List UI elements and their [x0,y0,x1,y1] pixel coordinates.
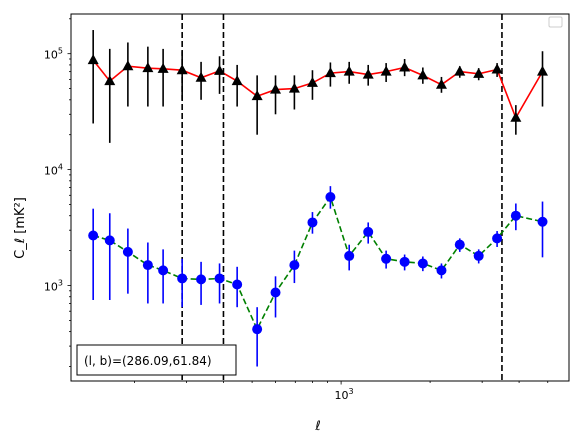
data-point-circle [399,256,410,267]
data-point-circle [88,230,99,241]
plot-layer [87,14,549,381]
data-point-circle [510,210,521,221]
data-point-triangle [176,64,188,75]
data-point-triangle [104,75,116,86]
data-point-circle [436,265,447,276]
data-point-triangle [306,76,318,87]
data-point-triangle [399,61,411,72]
data-point-triangle [288,82,300,93]
data-point-circle [344,250,355,261]
x-tick-label: 103 [335,387,354,402]
data-point-circle [252,324,263,335]
data-point-triangle [270,83,282,94]
data-point-triangle [324,67,336,78]
data-point-circle [537,216,548,227]
data-point-circle [196,274,207,285]
data-point-triangle [214,64,226,75]
y-tick-label: 104 [44,163,63,178]
annotation-box [76,344,237,376]
data-point-circle [142,260,153,271]
data-point-circle [492,233,503,244]
data-point-triangle [195,71,207,82]
data-point-triangle [454,65,466,76]
data-point-triangle [122,60,134,71]
data-point-triangle [510,111,522,122]
data-point-circle [214,273,225,284]
annotation-text: (l, b)=(286.09,61.84) [84,354,212,368]
data-point-triangle [380,65,392,76]
series-line [92,195,543,332]
data-point-circle [473,250,484,261]
data-point-triangle [251,90,263,101]
y-axis-label: C_ℓ [mK²] [13,197,28,259]
data-point-triangle [417,69,429,80]
data-point-circle [177,273,188,284]
data-point-circle [158,265,169,276]
data-point-triangle [87,54,99,65]
data-point-triangle [491,63,503,74]
data-point-triangle [435,78,447,89]
x-axis-label: ℓ [314,419,320,434]
tick-layer: 103 104 105 103 [44,18,549,402]
data-point-circle [307,217,318,228]
legend-box [548,16,563,28]
plot-frame [70,13,570,382]
data-point-circle [289,260,300,271]
data-point-circle [325,192,336,203]
data-point-circle [381,253,392,264]
data-point-circle [270,287,281,298]
data-point-triangle [362,68,374,79]
data-point-triangle [142,62,154,73]
y-tick-label: 103 [44,279,63,294]
coordinate-annotation: (l, b)=(286.09,61.84) [76,344,237,376]
data-point-triangle [343,65,355,76]
data-point-triangle [231,75,243,86]
data-point-circle [417,258,428,269]
data-point-triangle [537,65,549,76]
data-point-circle [104,235,115,246]
y-tick-label: 105 [44,47,63,62]
data-point-circle [454,239,465,250]
data-point-circle [122,246,133,257]
data-point-circle [363,226,374,237]
data-point-triangle [157,62,169,73]
data-point-triangle [473,67,485,78]
data-point-circle [232,279,243,290]
